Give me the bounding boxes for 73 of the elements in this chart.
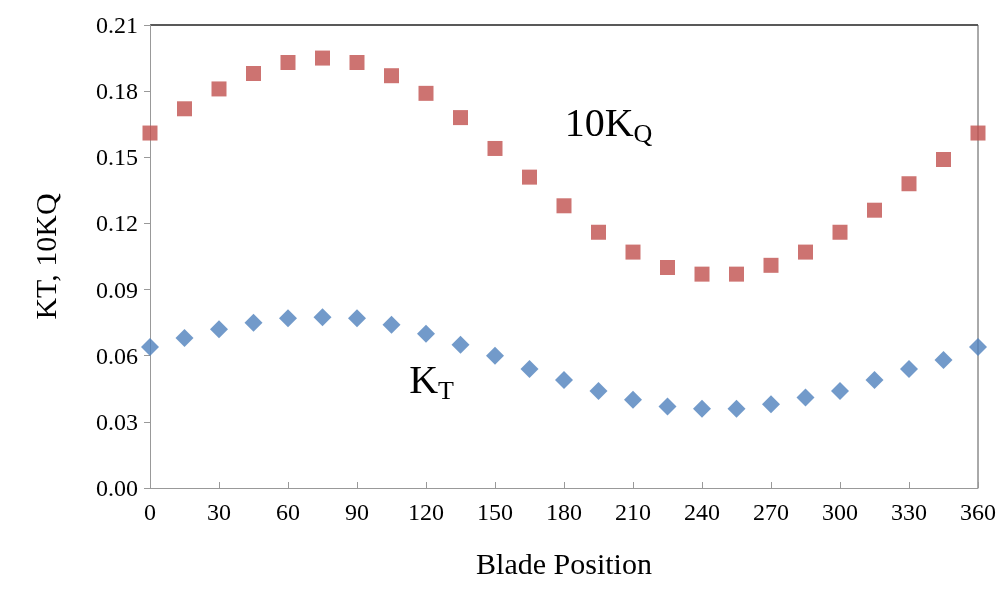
x-axis-title: Blade Position [476,546,652,580]
point [729,266,744,282]
point [382,315,401,334]
point [555,370,573,389]
point [796,388,815,407]
y-tick-label: 0.09 [96,276,138,303]
point [177,101,192,117]
point [280,54,296,70]
point [141,337,159,356]
point [970,125,986,141]
point [384,68,399,84]
x-tick-label: 60 [276,499,300,525]
point [348,309,366,328]
y-tick-label: 0.12 [96,210,138,237]
point [279,309,297,328]
point [832,224,848,240]
x-tick-label: 150 [477,499,513,525]
y-tick-label: 0.00 [96,475,138,501]
point [936,151,951,167]
point [349,54,365,70]
x-tick-label: 30 [207,499,231,525]
x-tick-label: 330 [891,499,927,525]
point [831,381,849,400]
x-tick-label: 120 [408,499,444,525]
y-axis-title: KT, 10KQ [28,193,62,320]
point [934,351,953,370]
point [660,260,675,276]
point [900,359,918,378]
point [211,81,227,97]
point [313,308,332,327]
point [486,346,504,365]
point [175,329,194,348]
point [520,359,539,378]
y-tick-label: 0.15 [96,144,138,171]
y-tick-label: 0.06 [96,342,138,369]
point [244,313,263,332]
x-tick-label: 240 [684,499,720,525]
y-tick-label: 0.21 [96,12,138,38]
x-tick-label: 180 [546,499,582,525]
x-tick-label: 210 [615,499,651,525]
point [624,390,642,409]
point [693,399,711,418]
point [727,399,746,418]
point [418,85,434,101]
point [763,257,779,273]
point [865,370,884,389]
y-tick-label: 0.18 [96,78,138,105]
point [901,176,917,192]
point [969,337,987,356]
point [591,224,606,240]
x-tick-label: 0 [144,499,156,525]
point [315,50,330,66]
x-tick-label: 300 [822,499,858,525]
point [589,381,608,400]
point [417,324,435,343]
x-tick-label: 360 [960,499,996,525]
point [867,202,882,218]
y-tick-label: 0.03 [96,408,138,435]
point [798,244,813,260]
point [556,198,572,214]
point [658,397,677,416]
point [453,110,468,126]
point [487,140,503,156]
point [522,169,537,185]
point [451,335,470,354]
point [694,266,710,282]
x-tick-label: 270 [753,499,789,525]
point [142,125,158,141]
point [210,320,228,339]
point [246,66,261,81]
x-tick-label: 90 [345,499,369,525]
point [762,395,780,414]
point [625,244,641,260]
